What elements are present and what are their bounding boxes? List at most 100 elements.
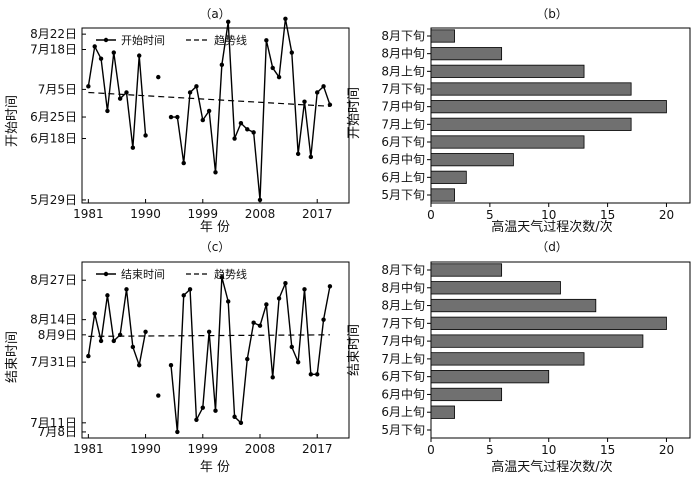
category-label: 8月上旬 [381, 64, 425, 78]
x-tick-label: 2008 [245, 442, 276, 456]
data-point [315, 372, 320, 377]
data-point [251, 130, 256, 135]
data-point [117, 96, 123, 101]
bar [430, 387, 503, 402]
data-point [206, 108, 212, 114]
data-point [156, 74, 161, 80]
panel-c-title: （c） [200, 240, 231, 254]
panel-d-bar-chart: 8月下旬 8月中旬 8月上旬 7月下旬 7月中旬 7月上旬 6月下旬 6月中旬 6月上旬 5月下旬… [381, 261, 691, 457]
legend-label-trend: 趋势线 [214, 267, 247, 281]
panel-b-xlabel: 高温天气过程次数/次 [491, 219, 612, 235]
data-point [124, 287, 129, 292]
plot-frame [81, 27, 350, 204]
y-tick-label: 5月29日 [30, 193, 77, 207]
data-point [257, 197, 263, 203]
y-tick-label: 7月5日 [38, 82, 77, 96]
x-tick-label: 1990 [130, 442, 161, 456]
plot-frame [430, 261, 691, 439]
bar [430, 352, 585, 366]
data-point [213, 170, 218, 175]
category-label: 6月上旬 [381, 170, 425, 184]
bar [430, 170, 467, 184]
data-point [270, 375, 275, 380]
data-point [295, 151, 301, 157]
category-label: 7月中旬 [381, 99, 425, 114]
panel-d-xlabel: 高温天气过程次数/次 [491, 459, 612, 475]
data-point [232, 414, 237, 419]
x-tick-label: 1981 [73, 442, 104, 456]
data-point [86, 353, 91, 359]
x-tick-label: 5 [486, 443, 494, 457]
x-tick-label: 2017 [302, 207, 333, 221]
data-point [327, 284, 333, 289]
category-label: 8月下旬 [381, 263, 425, 277]
bar [430, 405, 455, 419]
data-point [137, 53, 142, 58]
data-point [245, 127, 250, 132]
data-point [206, 329, 212, 334]
panel-a-title: （a） [199, 7, 230, 21]
data-point [238, 420, 244, 426]
bar [430, 370, 550, 384]
data-point [245, 356, 250, 362]
x-tick-label: 1990 [130, 207, 161, 221]
panel-c-ylabel: 结束时间 [5, 331, 20, 383]
panel-b-ylabel: 开始时间 [347, 87, 362, 139]
data-point [257, 323, 263, 328]
bar [430, 82, 632, 96]
data-point [168, 114, 174, 120]
category-label: 6月中旬 [381, 152, 425, 167]
bar [430, 29, 455, 43]
y-tick-label: 8月27日 [30, 273, 77, 287]
legend-marker [103, 37, 109, 43]
category-label: 8月上旬 [381, 299, 425, 313]
series-line [87, 44, 147, 148]
data-point [276, 74, 282, 80]
panel-b-bar-chart: 8月下旬 8月中旬 8月上旬 7月下旬 7月中旬 7月上旬 6月下旬 6月中旬 6月上旬 5月下旬… [381, 27, 691, 222]
data-point [98, 338, 104, 344]
data-point [143, 133, 148, 138]
data-point [200, 405, 205, 410]
category-label: 8月中旬 [381, 46, 425, 61]
data-point [276, 296, 282, 301]
data-point [213, 408, 218, 413]
data-point [321, 317, 326, 322]
x-tick-label: 20 [659, 443, 674, 457]
data-point [264, 302, 269, 307]
data-point [226, 299, 231, 304]
data-point [200, 117, 205, 123]
data-point [86, 84, 91, 89]
data-point [270, 65, 275, 71]
panel-a-xlabel: 年 份 [200, 220, 230, 235]
data-point [143, 329, 148, 334]
data-point [308, 154, 314, 160]
data-point [124, 90, 129, 95]
panel-d-ylabel: 结束时间 [347, 324, 362, 376]
legend-label-series: 结束时间 [121, 268, 165, 281]
x-tick-label: 10 [541, 443, 556, 457]
data-point [232, 136, 237, 141]
data-point [302, 287, 307, 292]
plot-frame [430, 27, 691, 204]
data-point [175, 429, 180, 435]
data-point [92, 311, 97, 316]
data-point [137, 362, 142, 368]
trend-line [88, 91, 330, 107]
data-point [194, 417, 199, 422]
panel-b-title: （b） [536, 7, 568, 21]
data-point [105, 108, 110, 114]
data-point [130, 344, 136, 350]
y-tick-label: 6月25日 [30, 110, 77, 124]
bar [430, 188, 455, 202]
y-tick-label: 8月14日 [30, 313, 77, 327]
data-point [187, 287, 193, 292]
category-label: 7月上旬 [381, 352, 425, 366]
legend-marker [103, 271, 109, 277]
plot-frame [81, 261, 350, 439]
data-point [289, 50, 294, 55]
bar [430, 117, 632, 131]
data-point [302, 99, 307, 104]
y-tick-label: 7月8日 [38, 425, 77, 439]
data-point [327, 102, 333, 107]
